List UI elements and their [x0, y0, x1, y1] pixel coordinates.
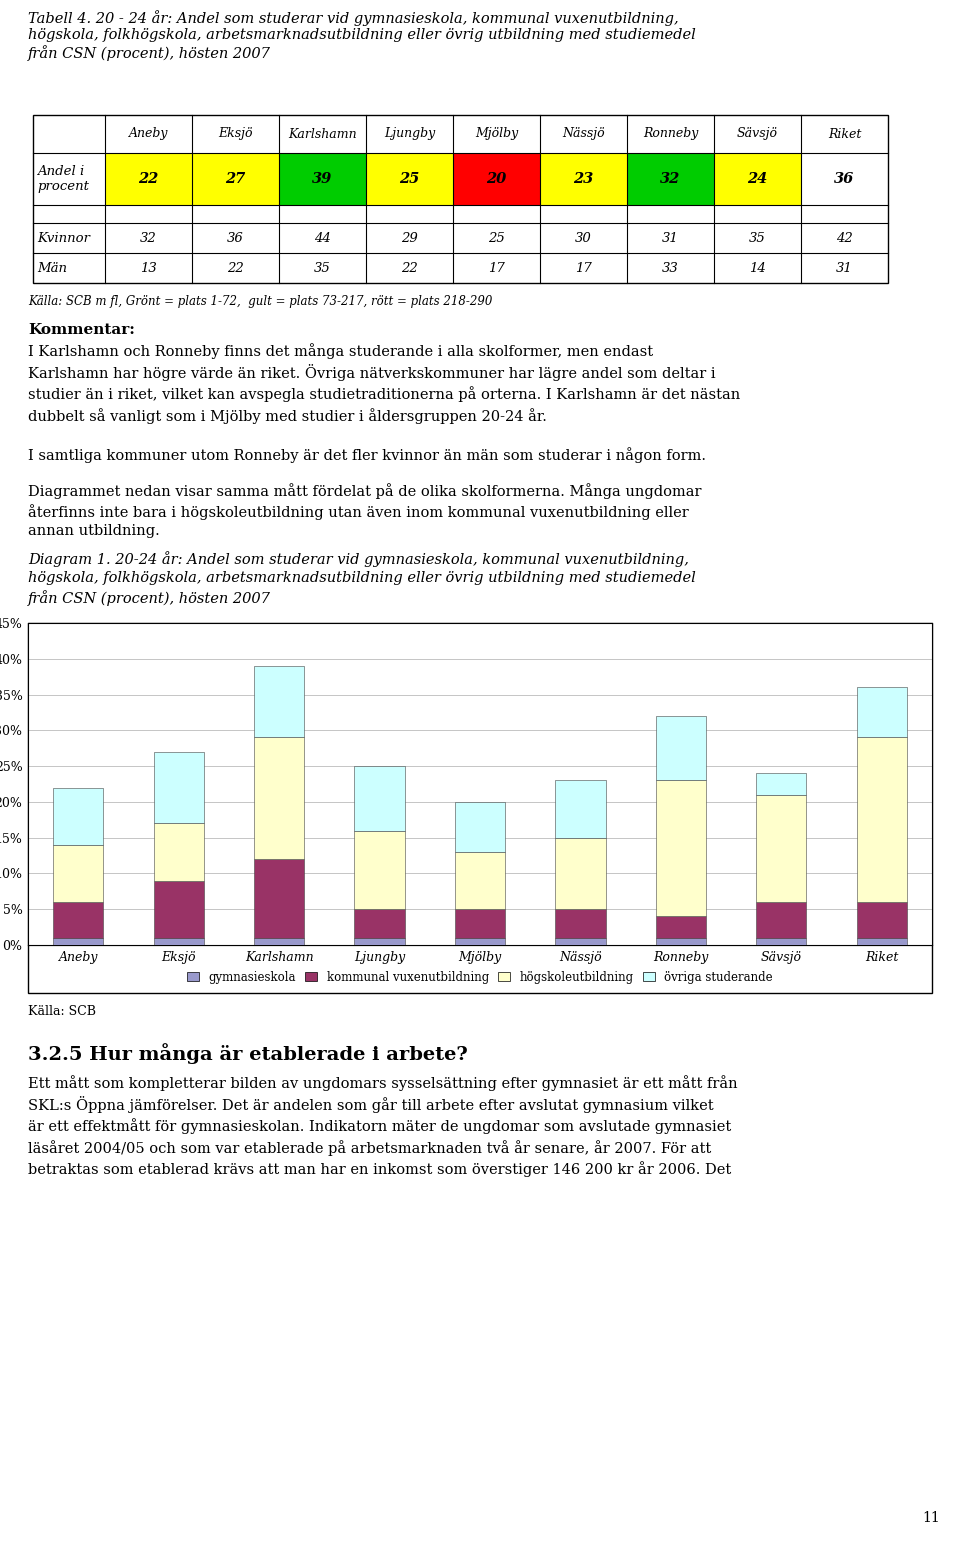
Bar	[756, 903, 806, 938]
Text: Nässjö: Nässjö	[563, 128, 605, 140]
Text: 36: 36	[228, 231, 244, 244]
Bar	[254, 738, 304, 859]
Text: 24: 24	[748, 171, 768, 187]
Bar	[856, 903, 907, 938]
Text: Eksjö: Eksjö	[218, 128, 252, 140]
Text: 22: 22	[228, 261, 244, 275]
Bar	[856, 738, 907, 903]
Text: 31: 31	[662, 231, 679, 244]
Text: 25: 25	[399, 171, 420, 187]
Text: 30: 30	[575, 231, 592, 244]
Bar	[656, 716, 706, 781]
Text: Ljungby: Ljungby	[384, 128, 435, 140]
Bar	[53, 787, 104, 846]
Bar	[154, 824, 204, 881]
Text: 31: 31	[836, 261, 852, 275]
Text: 23: 23	[573, 171, 593, 187]
Text: 14: 14	[749, 261, 766, 275]
Text: 25: 25	[488, 231, 505, 244]
Bar	[856, 938, 907, 944]
Text: 35: 35	[749, 231, 766, 244]
Text: 33: 33	[662, 261, 679, 275]
Text: Kommentar:: Kommentar:	[28, 322, 134, 336]
Bar	[714, 153, 801, 205]
Bar	[555, 909, 606, 938]
Text: 11: 11	[923, 1511, 940, 1524]
Bar	[354, 909, 405, 938]
Bar	[756, 795, 806, 903]
Bar	[254, 667, 304, 738]
Text: Kvinnor: Kvinnor	[37, 231, 90, 244]
Text: 17: 17	[575, 261, 592, 275]
Bar	[28, 623, 932, 994]
Bar	[33, 116, 888, 282]
Text: Tabell 4. 20 - 24 år: Andel som studerar vid gymnasieskola, kommunal vuxenutbild: Tabell 4. 20 - 24 år: Andel som studerar…	[28, 9, 696, 60]
Text: 39: 39	[312, 171, 332, 187]
Text: Karlshamn: Karlshamn	[288, 128, 357, 140]
Text: 27: 27	[226, 171, 246, 187]
Text: 22: 22	[138, 171, 158, 187]
Text: 20: 20	[487, 171, 507, 187]
Bar	[756, 773, 806, 795]
Bar	[53, 903, 104, 938]
Text: 32: 32	[660, 171, 681, 187]
Text: Källa: SCB: Källa: SCB	[28, 1004, 96, 1018]
Text: Andel i
procent: Andel i procent	[37, 165, 89, 193]
Bar	[455, 909, 505, 938]
Text: I Karlshamn och Ronneby finns det många studerande i alla skolformer, men endast: I Karlshamn och Ronneby finns det många …	[28, 343, 740, 463]
Bar	[354, 830, 405, 909]
Bar	[555, 781, 606, 838]
Bar	[254, 859, 304, 938]
Text: 42: 42	[836, 231, 852, 244]
Bar	[455, 938, 505, 944]
Text: Källa: SCB m fl, Grönt = plats 1-72,  gult = plats 73-217, rött = plats 218-290: Källa: SCB m fl, Grönt = plats 1-72, gul…	[28, 295, 492, 309]
Text: 3.2.5 Hur många är etablerade i arbete?: 3.2.5 Hur många är etablerade i arbete?	[28, 1043, 468, 1065]
Bar	[53, 938, 104, 944]
Text: 17: 17	[488, 261, 505, 275]
Text: Ronneby: Ronneby	[643, 128, 698, 140]
Bar	[455, 802, 505, 852]
Bar	[279, 153, 366, 205]
Bar	[366, 153, 453, 205]
Bar	[555, 938, 606, 944]
Bar	[801, 153, 888, 205]
Bar	[627, 153, 714, 205]
Bar	[354, 938, 405, 944]
Text: 13: 13	[140, 261, 156, 275]
Text: 22: 22	[401, 261, 418, 275]
Bar	[756, 938, 806, 944]
Bar	[192, 153, 279, 205]
Bar	[53, 846, 104, 903]
Bar	[154, 751, 204, 824]
Bar	[154, 938, 204, 944]
Text: 35: 35	[314, 261, 331, 275]
Text: Ett mått som kompletterar bilden av ungdomars sysselsättning efter gymnasiet är : Ett mått som kompletterar bilden av ungd…	[28, 1075, 737, 1177]
Bar	[455, 852, 505, 909]
Bar	[254, 938, 304, 944]
Bar	[656, 917, 706, 938]
Text: 44: 44	[314, 231, 331, 244]
Bar	[656, 938, 706, 944]
Text: Diagram 1. 20-24 år: Andel som studerar vid gymnasieskola, kommunal vuxenutbildn: Diagram 1. 20-24 år: Andel som studerar …	[28, 551, 696, 606]
Text: 36: 36	[834, 171, 854, 187]
Text: Riket: Riket	[828, 128, 861, 140]
Text: 32: 32	[140, 231, 156, 244]
Bar	[656, 781, 706, 917]
Text: Aneby: Aneby	[129, 128, 168, 140]
Text: 29: 29	[401, 231, 418, 244]
Bar	[105, 153, 192, 205]
Bar	[540, 153, 627, 205]
Legend: gymnasieskola, kommunal vuxenutbildning, högskoleutbildning, övriga studerande: gymnasieskola, kommunal vuxenutbildning,…	[183, 967, 777, 988]
Text: Män: Män	[37, 261, 67, 275]
Bar	[354, 767, 405, 830]
Text: Diagrammet nedan visar samma mått fördelat på de olika skolformerna. Många ungdo: Diagrammet nedan visar samma mått fördel…	[28, 483, 702, 539]
Text: Sävsjö: Sävsjö	[737, 128, 778, 140]
Text: Mjölby: Mjölby	[475, 128, 518, 140]
Bar	[856, 687, 907, 738]
Bar	[453, 153, 540, 205]
Bar	[555, 838, 606, 909]
Bar	[154, 881, 204, 938]
